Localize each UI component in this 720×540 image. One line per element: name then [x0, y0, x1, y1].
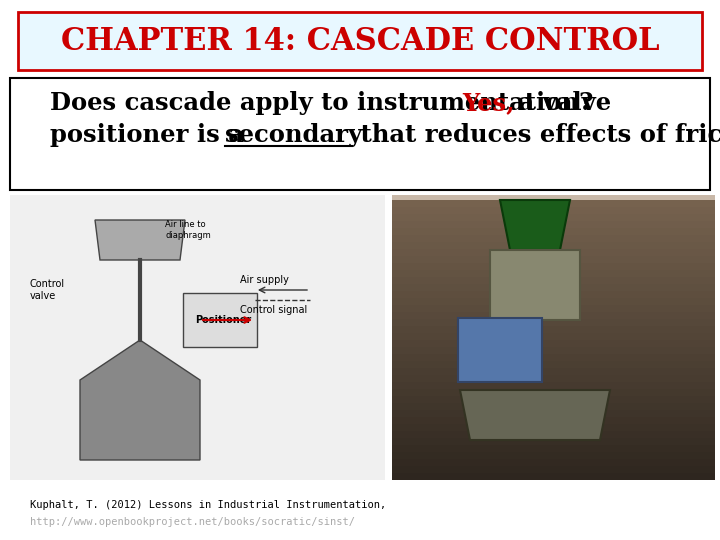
- FancyBboxPatch shape: [392, 403, 715, 410]
- FancyBboxPatch shape: [392, 291, 715, 298]
- FancyBboxPatch shape: [392, 445, 715, 452]
- FancyBboxPatch shape: [392, 417, 715, 424]
- FancyBboxPatch shape: [392, 298, 715, 305]
- Text: that reduces effects of friction!!: that reduces effects of friction!!: [352, 123, 720, 147]
- FancyBboxPatch shape: [392, 354, 715, 361]
- FancyBboxPatch shape: [392, 270, 715, 277]
- FancyBboxPatch shape: [392, 284, 715, 291]
- FancyBboxPatch shape: [392, 410, 715, 417]
- Polygon shape: [95, 220, 185, 260]
- Text: positioner is a: positioner is a: [50, 123, 253, 147]
- Text: http://www.openbookproject.net/books/socratic/sinst/: http://www.openbookproject.net/books/soc…: [30, 517, 355, 527]
- FancyBboxPatch shape: [392, 214, 715, 221]
- FancyBboxPatch shape: [392, 263, 715, 270]
- Text: secondary: secondary: [225, 123, 362, 147]
- Text: Positioner: Positioner: [195, 315, 251, 325]
- Polygon shape: [80, 340, 200, 460]
- Polygon shape: [500, 200, 570, 250]
- FancyBboxPatch shape: [392, 256, 715, 263]
- FancyBboxPatch shape: [392, 431, 715, 438]
- FancyBboxPatch shape: [392, 228, 715, 235]
- FancyBboxPatch shape: [392, 368, 715, 375]
- Text: Control
valve: Control valve: [30, 279, 65, 301]
- FancyBboxPatch shape: [392, 375, 715, 382]
- FancyBboxPatch shape: [392, 333, 715, 340]
- FancyBboxPatch shape: [458, 318, 542, 382]
- FancyBboxPatch shape: [490, 250, 580, 320]
- FancyBboxPatch shape: [392, 347, 715, 354]
- Text: a valve: a valve: [510, 91, 611, 115]
- Text: Control signal: Control signal: [240, 305, 307, 315]
- FancyBboxPatch shape: [392, 396, 715, 403]
- FancyBboxPatch shape: [392, 305, 715, 312]
- FancyBboxPatch shape: [392, 459, 715, 466]
- FancyBboxPatch shape: [392, 249, 715, 256]
- FancyBboxPatch shape: [392, 389, 715, 396]
- FancyBboxPatch shape: [392, 382, 715, 389]
- FancyBboxPatch shape: [392, 424, 715, 431]
- FancyBboxPatch shape: [392, 438, 715, 445]
- FancyBboxPatch shape: [392, 235, 715, 242]
- FancyBboxPatch shape: [392, 242, 715, 249]
- Text: Yes,: Yes,: [462, 91, 515, 115]
- FancyBboxPatch shape: [10, 195, 385, 480]
- FancyBboxPatch shape: [18, 12, 702, 70]
- FancyBboxPatch shape: [392, 452, 715, 459]
- FancyBboxPatch shape: [392, 200, 715, 207]
- FancyBboxPatch shape: [392, 207, 715, 214]
- FancyBboxPatch shape: [10, 78, 710, 190]
- Text: Kuphalt, T. (2012) Lessons in Industrial Instrumentation,: Kuphalt, T. (2012) Lessons in Industrial…: [30, 500, 386, 510]
- FancyBboxPatch shape: [392, 473, 715, 480]
- FancyBboxPatch shape: [392, 340, 715, 347]
- FancyBboxPatch shape: [392, 319, 715, 326]
- Text: Air supply: Air supply: [240, 275, 289, 285]
- Text: Air line to
diaphragm: Air line to diaphragm: [165, 220, 211, 240]
- FancyBboxPatch shape: [392, 466, 715, 473]
- Polygon shape: [460, 390, 610, 440]
- FancyBboxPatch shape: [392, 312, 715, 319]
- FancyBboxPatch shape: [392, 221, 715, 228]
- FancyBboxPatch shape: [392, 361, 715, 368]
- Text: CHAPTER 14: CASCADE CONTROL: CHAPTER 14: CASCADE CONTROL: [60, 25, 660, 57]
- Text: Does cascade apply to instrumentation?: Does cascade apply to instrumentation?: [50, 91, 611, 115]
- FancyBboxPatch shape: [392, 326, 715, 333]
- FancyBboxPatch shape: [183, 293, 257, 347]
- FancyBboxPatch shape: [392, 195, 715, 480]
- FancyBboxPatch shape: [392, 277, 715, 284]
